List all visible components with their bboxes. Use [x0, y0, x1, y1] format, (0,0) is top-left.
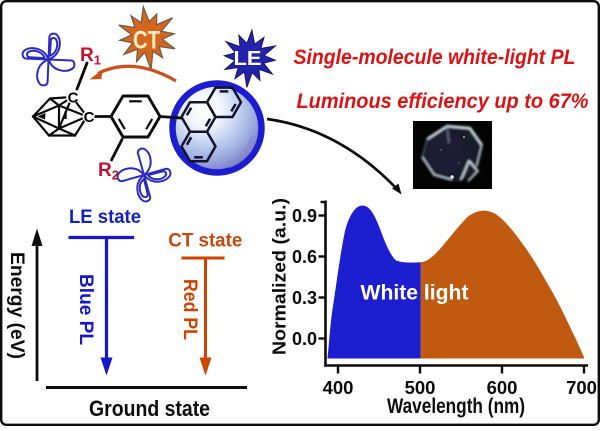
- svg-text:Ground state: Ground state: [89, 396, 210, 421]
- svg-text:600: 600: [487, 377, 518, 398]
- svg-text:500: 500: [405, 377, 436, 398]
- svg-text:0.9: 0.9: [292, 206, 317, 226]
- svg-text:CT: CT: [133, 27, 160, 55]
- svg-text:LE state: LE state: [69, 207, 141, 228]
- svg-text:Luminous efficiency up to 67%: Luminous efficiency up to 67%: [297, 90, 589, 113]
- svg-text:700: 700: [566, 377, 597, 398]
- svg-text:LE: LE: [234, 48, 262, 70]
- svg-text:C: C: [68, 90, 79, 107]
- svg-text:0.6: 0.6: [292, 247, 317, 267]
- svg-text:CT state: CT state: [168, 231, 242, 252]
- svg-text:White light: White light: [361, 282, 469, 305]
- svg-text:C: C: [84, 109, 95, 126]
- svg-text:Wavelength (nm): Wavelength (nm): [387, 395, 525, 418]
- svg-text:Blue PL: Blue PL: [75, 274, 96, 345]
- svg-text:Single-molecule white-light PL: Single-molecule white-light PL: [294, 46, 576, 69]
- svg-text:400: 400: [323, 377, 354, 398]
- svg-text:Energy (eV): Energy (eV): [6, 252, 27, 359]
- svg-text:Red PL: Red PL: [179, 279, 200, 340]
- svg-text:Normalized (a.u.): Normalized (a.u.): [270, 198, 290, 355]
- svg-text:0.0: 0.0: [292, 329, 317, 349]
- svg-text:0.3: 0.3: [292, 288, 317, 308]
